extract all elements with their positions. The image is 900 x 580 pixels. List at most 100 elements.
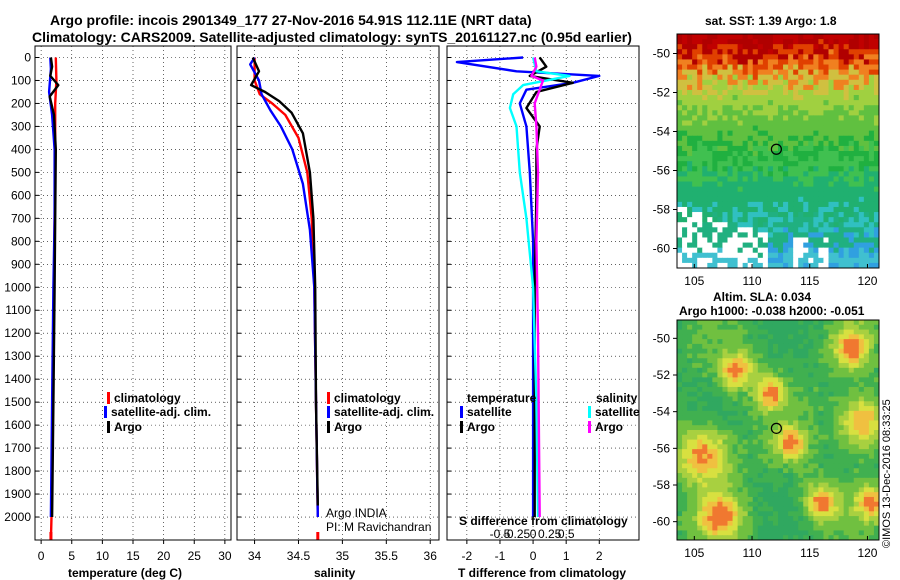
map-cell — [752, 217, 759, 223]
map-cell — [747, 49, 754, 55]
map-cell — [843, 135, 850, 142]
map-cell — [778, 401, 784, 407]
map-cell — [767, 206, 774, 213]
map-cell — [858, 324, 865, 331]
map-cell — [853, 84, 860, 91]
map-cell — [793, 222, 799, 228]
map-cell — [682, 482, 688, 488]
map-cell — [677, 49, 683, 55]
map-cell — [863, 89, 870, 96]
y-tick-label: 0 — [24, 50, 31, 64]
map-cell — [843, 130, 850, 137]
map-cell — [788, 372, 794, 378]
map-cell — [727, 166, 734, 172]
map-cell — [737, 477, 744, 484]
map-cell — [697, 473, 703, 479]
map-cell — [692, 415, 698, 421]
map-cell — [712, 482, 718, 488]
map-cell — [843, 227, 850, 233]
map-cell — [863, 206, 870, 213]
map-cell — [823, 49, 829, 55]
map-cell — [788, 186, 794, 193]
map-cell — [702, 468, 708, 474]
map-cell — [697, 334, 703, 340]
map-cell — [732, 329, 739, 335]
map-cell — [803, 511, 809, 517]
map-cell — [868, 176, 875, 183]
map-cell — [818, 100, 824, 106]
map-cell — [747, 449, 754, 455]
map-cell — [752, 95, 759, 101]
map-cell — [697, 242, 703, 249]
map-cell — [747, 535, 754, 540]
map-cell — [828, 386, 835, 393]
map-cell — [752, 444, 759, 450]
map-cell — [687, 186, 693, 193]
map-cell — [752, 105, 759, 111]
map-cell — [742, 453, 749, 460]
map-cell — [742, 196, 749, 203]
map-cell — [722, 34, 728, 40]
map-cell — [702, 439, 708, 445]
map-cell — [712, 171, 718, 177]
map-cell — [677, 449, 683, 455]
map-cell — [818, 130, 824, 137]
map-cell — [707, 95, 713, 101]
map-cell — [863, 458, 870, 464]
map-cell — [853, 444, 860, 450]
map-cell — [742, 468, 749, 474]
map-cell — [843, 353, 850, 359]
map-cell — [808, 377, 814, 383]
map-cell — [788, 84, 794, 91]
map-cell — [873, 34, 879, 40]
map-cell — [803, 181, 809, 188]
map-cell — [707, 176, 713, 183]
map-cell — [828, 105, 835, 111]
map-cell — [747, 343, 754, 350]
map-cell — [788, 420, 794, 426]
map-cell — [702, 482, 708, 488]
map-cell — [697, 320, 703, 326]
map-cell — [727, 339, 734, 345]
map-cell — [712, 339, 718, 345]
map-cell — [682, 530, 688, 536]
map-cell — [732, 151, 739, 157]
map-cell — [752, 339, 759, 345]
map-cell — [727, 145, 734, 152]
map-cell — [808, 439, 814, 445]
map-cell — [833, 501, 840, 508]
map-cell — [687, 247, 693, 254]
map-cell — [823, 482, 829, 488]
map-cell — [803, 358, 809, 364]
map-cell — [737, 145, 744, 152]
map-cell — [752, 492, 759, 498]
map-cell — [838, 49, 845, 55]
map-cell — [873, 358, 879, 364]
map-cell — [793, 89, 799, 96]
map-cell — [833, 125, 840, 132]
map-cell — [803, 206, 809, 213]
map-cell — [798, 363, 804, 369]
map-cell — [682, 324, 688, 331]
map-cell — [788, 49, 794, 55]
map-cell — [813, 530, 819, 536]
map-x-tick-label: 110 — [742, 274, 761, 288]
map-cell — [793, 396, 799, 402]
map-cell — [732, 191, 739, 198]
map-cell — [793, 329, 799, 335]
map-cell — [833, 334, 840, 340]
map-cell — [692, 520, 698, 527]
map-cell — [767, 320, 774, 326]
map-cell — [813, 458, 819, 464]
map-cell — [747, 391, 754, 398]
map-cell — [858, 201, 865, 208]
map-cell — [813, 468, 819, 474]
map-cell — [858, 130, 865, 137]
map-cell — [803, 501, 809, 508]
map-cell — [818, 89, 824, 96]
map-cell — [727, 487, 734, 493]
map-cell — [762, 382, 769, 388]
map-cell — [813, 506, 819, 512]
map-cell — [742, 406, 749, 412]
map-cell — [707, 520, 713, 527]
